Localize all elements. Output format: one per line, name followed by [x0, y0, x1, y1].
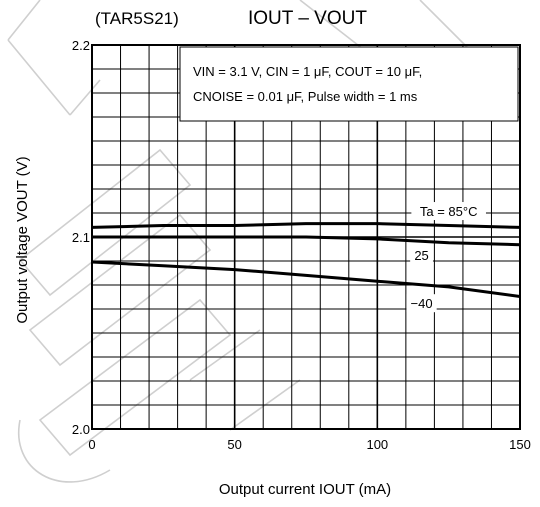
series-label: −40: [411, 296, 433, 311]
series-line: [91, 222, 521, 229]
y-tick-label: 2.1: [72, 230, 90, 245]
watermark: [7, 0, 481, 483]
y-axis-label: Output voltage VOUT (V): [14, 156, 31, 323]
y-tick-label: 2.0: [72, 422, 90, 437]
x-tick-label: 150: [509, 437, 531, 452]
series-line: [91, 260, 521, 298]
x-tick-label: 100: [366, 437, 388, 452]
tick-labels: 0 50 100 150 2.0 2.1 2.2: [72, 38, 531, 452]
conditions-line-2: CNOISE = 0.01 μF, Pulse width = 1 ms: [193, 89, 418, 104]
watermark-stroke: [28, 213, 212, 367]
conditions-line-1: VIN = 3.1 V, CIN = 1 μF, COUT = 10 μF,: [193, 64, 422, 79]
series-label: Ta = 85°C: [420, 204, 478, 219]
watermark-stroke: [38, 298, 232, 457]
conditions-box: [179, 46, 519, 122]
series-labels: Ta = 85°C 25 −40: [406, 202, 486, 313]
watermark-stroke: [18, 148, 192, 297]
series-group: [91, 222, 521, 298]
series-label-background: [406, 294, 437, 313]
chart-title: IOUT – VOUT: [248, 8, 367, 29]
chart-title-prefix: (TAR5S21): [95, 9, 179, 28]
y-tick-label: 2.2: [72, 38, 90, 53]
series-line: [92, 235, 521, 247]
watermark-stroke: [17, 419, 111, 483]
series-label: 25: [414, 248, 428, 263]
x-tick-label: 0: [88, 437, 95, 452]
series-label-background: [411, 202, 486, 221]
x-tick-label: 50: [227, 437, 241, 452]
watermark-stroke: [7, 0, 101, 116]
series-label-background: [410, 246, 433, 265]
x-axis-label: Output current IOUT (mA): [219, 481, 391, 498]
